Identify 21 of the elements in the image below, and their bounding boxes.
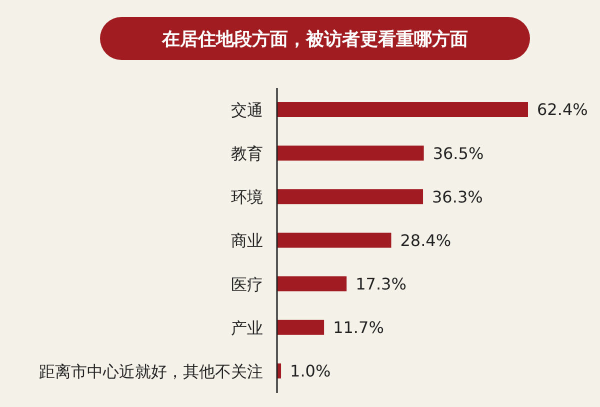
bar (277, 146, 424, 161)
y-tick-label: 教育 (231, 144, 263, 164)
bar (277, 232, 392, 248)
bar (277, 102, 528, 117)
y-tick-label: 交通 (231, 100, 263, 120)
y-tick-label: 环境 (231, 188, 263, 207)
data-label: 17.3% (356, 274, 406, 294)
data-label: 28.4% (400, 230, 452, 250)
bar (277, 276, 347, 292)
data-label: 62.4% (537, 100, 588, 120)
y-tick-label: 商业 (231, 231, 263, 250)
data-label: 36.3% (432, 187, 483, 206)
y-tick-label: 产业 (231, 318, 263, 338)
y-tick-label: 医疗 (231, 274, 263, 294)
chart-title: 在居住地段方面，被访者更看重哪方面 (100, 17, 530, 60)
y-tick-label: 距离市中心近就好，其他不关注 (39, 362, 263, 381)
bar (277, 320, 324, 335)
data-label: 11.7% (333, 318, 384, 338)
bar (277, 189, 424, 204)
data-label: 1.0% (290, 362, 331, 381)
data-label: 36.5% (432, 144, 484, 163)
